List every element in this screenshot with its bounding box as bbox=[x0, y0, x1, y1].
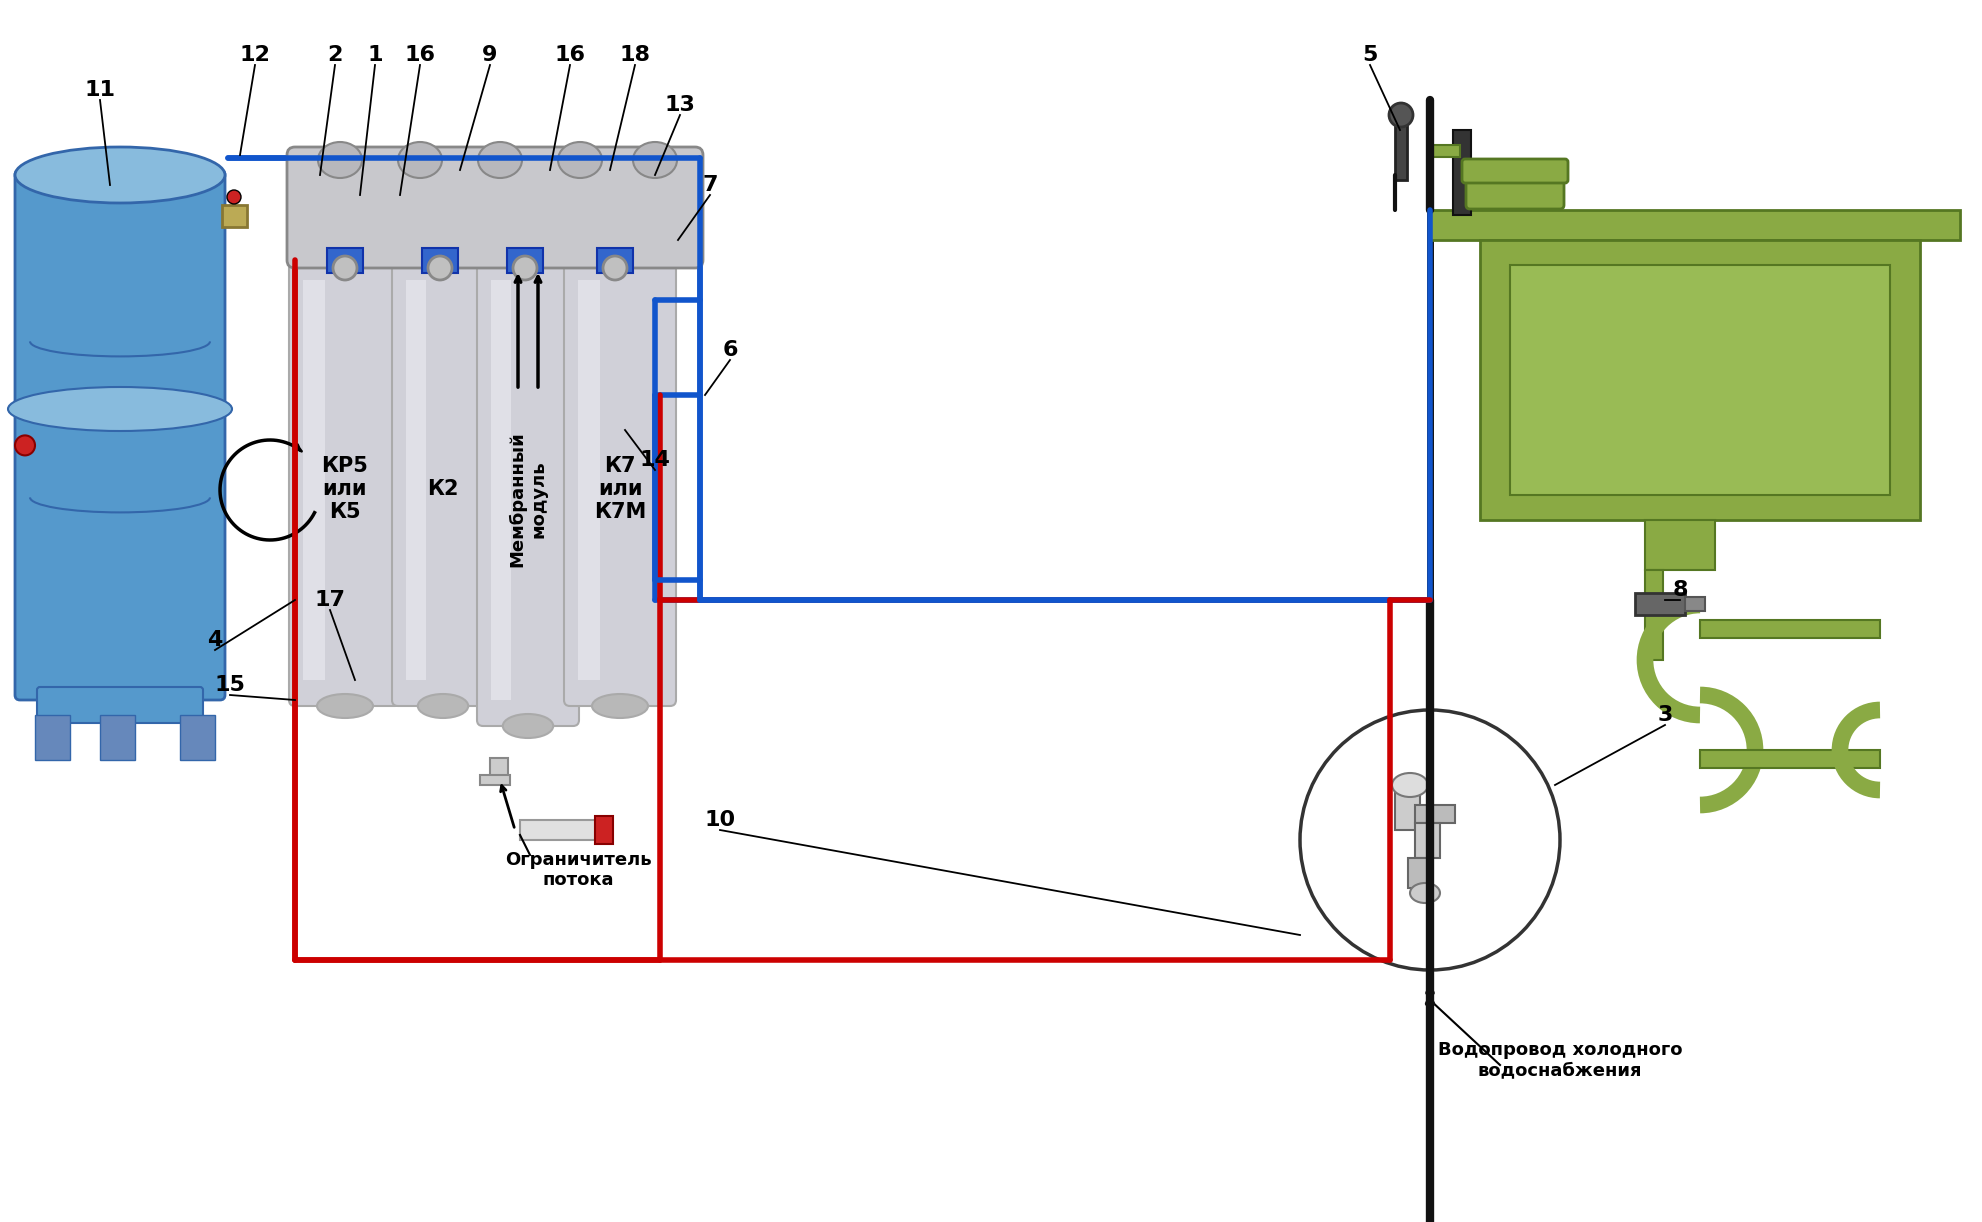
Circle shape bbox=[226, 189, 242, 204]
FancyBboxPatch shape bbox=[16, 170, 224, 700]
Bar bbox=[1508, 265, 1889, 495]
Text: 13: 13 bbox=[664, 95, 696, 115]
Text: К7
или
К7М: К7 или К7М bbox=[593, 456, 646, 522]
FancyBboxPatch shape bbox=[287, 147, 704, 268]
Text: 7: 7 bbox=[702, 175, 717, 196]
Ellipse shape bbox=[593, 694, 648, 719]
Text: 1: 1 bbox=[367, 45, 383, 65]
Ellipse shape bbox=[1391, 774, 1427, 797]
Circle shape bbox=[428, 255, 452, 280]
Bar bbox=[406, 280, 426, 679]
Circle shape bbox=[1300, 710, 1560, 970]
FancyBboxPatch shape bbox=[289, 254, 400, 706]
Bar bbox=[1453, 130, 1471, 215]
Bar bbox=[595, 816, 612, 844]
Bar bbox=[222, 205, 248, 227]
Text: 18: 18 bbox=[618, 45, 650, 65]
Text: 16: 16 bbox=[404, 45, 436, 65]
Bar bbox=[422, 248, 458, 273]
Ellipse shape bbox=[478, 142, 521, 178]
Circle shape bbox=[16, 435, 36, 456]
Text: 5: 5 bbox=[1362, 45, 1377, 65]
Circle shape bbox=[513, 255, 537, 280]
Bar bbox=[99, 715, 135, 760]
Ellipse shape bbox=[418, 694, 468, 719]
Text: 16: 16 bbox=[555, 45, 585, 65]
Text: Мембранный
модуль: Мембранный модуль bbox=[507, 431, 547, 567]
Text: 12: 12 bbox=[240, 45, 270, 65]
FancyBboxPatch shape bbox=[563, 254, 676, 706]
Bar bbox=[507, 248, 543, 273]
Bar bbox=[1415, 805, 1455, 822]
Text: Ограничитель
потока: Ограничитель потока bbox=[505, 851, 650, 890]
FancyBboxPatch shape bbox=[1465, 171, 1564, 209]
FancyBboxPatch shape bbox=[392, 254, 494, 706]
Ellipse shape bbox=[16, 147, 224, 203]
Text: 17: 17 bbox=[315, 590, 345, 610]
Bar bbox=[597, 248, 632, 273]
Bar bbox=[36, 715, 69, 760]
Bar bbox=[1645, 569, 1663, 660]
Text: Водопровод холодного
водоснабжения: Водопровод холодного водоснабжения bbox=[1437, 1041, 1681, 1079]
Circle shape bbox=[603, 255, 626, 280]
Bar bbox=[1685, 598, 1705, 611]
Bar bbox=[1429, 145, 1459, 156]
Ellipse shape bbox=[503, 714, 553, 738]
Bar bbox=[1393, 120, 1407, 180]
Text: 8: 8 bbox=[1671, 580, 1687, 600]
Text: 10: 10 bbox=[704, 810, 735, 830]
Circle shape bbox=[1387, 103, 1413, 127]
Text: 14: 14 bbox=[640, 450, 670, 470]
Bar bbox=[1407, 858, 1427, 888]
Ellipse shape bbox=[398, 142, 442, 178]
Bar bbox=[1699, 620, 1879, 638]
Text: 9: 9 bbox=[482, 45, 497, 65]
Ellipse shape bbox=[632, 142, 676, 178]
Text: 15: 15 bbox=[214, 675, 246, 695]
Text: 2: 2 bbox=[327, 45, 343, 65]
Bar bbox=[1635, 593, 1685, 615]
Bar bbox=[490, 758, 507, 780]
Bar bbox=[480, 775, 509, 785]
Bar bbox=[492, 280, 511, 700]
Text: 6: 6 bbox=[721, 340, 737, 360]
Circle shape bbox=[333, 255, 357, 280]
Ellipse shape bbox=[317, 694, 373, 719]
Bar bbox=[1415, 822, 1439, 858]
Text: К2: К2 bbox=[426, 479, 458, 499]
Ellipse shape bbox=[557, 142, 603, 178]
Ellipse shape bbox=[8, 387, 232, 431]
Ellipse shape bbox=[317, 142, 363, 178]
Text: 3: 3 bbox=[1657, 705, 1673, 725]
Text: 11: 11 bbox=[85, 79, 115, 100]
Bar bbox=[519, 820, 601, 840]
Bar bbox=[1393, 789, 1419, 830]
Ellipse shape bbox=[1409, 884, 1439, 903]
Text: 4: 4 bbox=[208, 631, 222, 650]
Bar bbox=[1699, 750, 1879, 767]
Bar bbox=[1479, 240, 1919, 521]
Bar bbox=[327, 248, 363, 273]
FancyBboxPatch shape bbox=[478, 254, 579, 726]
Bar bbox=[577, 280, 601, 679]
Text: КР5
или
К5: КР5 или К5 bbox=[321, 456, 369, 522]
Bar bbox=[180, 715, 214, 760]
Bar bbox=[303, 280, 325, 679]
FancyBboxPatch shape bbox=[38, 687, 202, 723]
Bar bbox=[1645, 521, 1714, 569]
FancyBboxPatch shape bbox=[1461, 159, 1568, 183]
Bar bbox=[1429, 210, 1958, 240]
